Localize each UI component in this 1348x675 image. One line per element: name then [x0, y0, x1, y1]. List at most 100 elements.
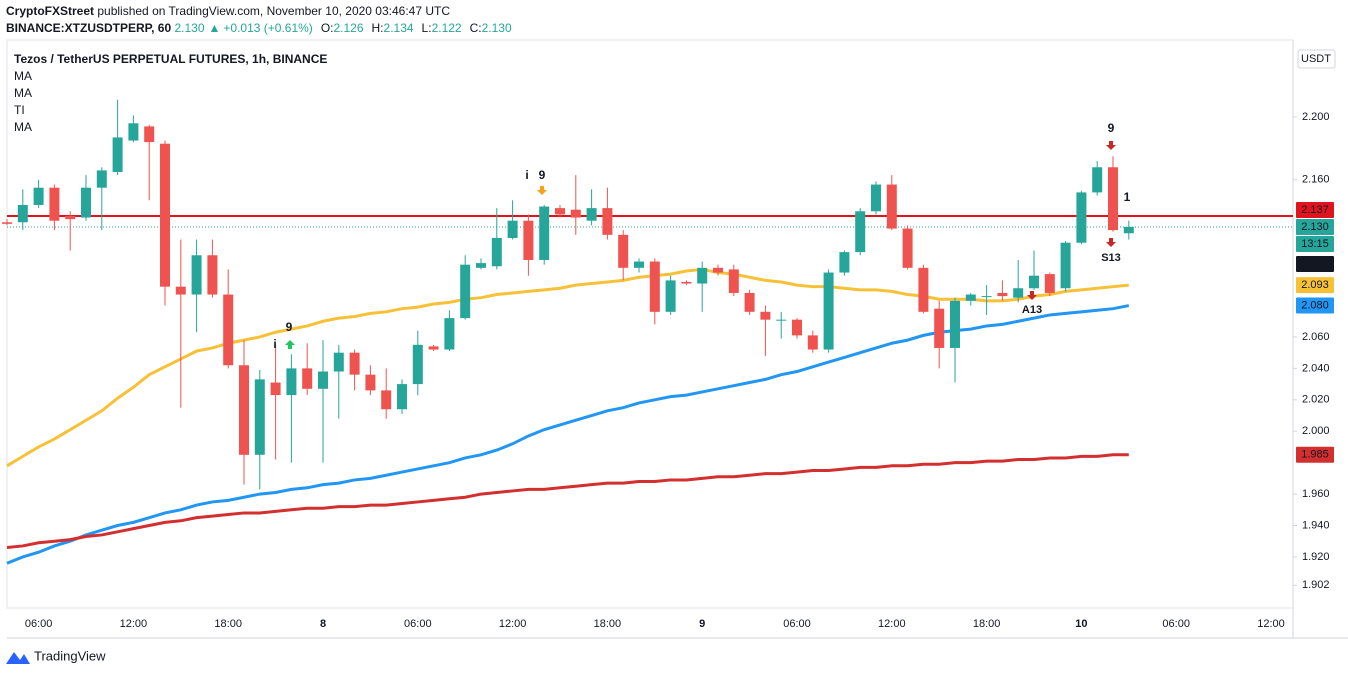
candle-body: [381, 390, 392, 410]
publish-line: CryptoFXStreet published on TradingView.…: [6, 4, 450, 18]
indicator-label: MA: [14, 69, 32, 83]
price-badge: 2.130: [1301, 221, 1329, 233]
indicator-label: TI: [14, 103, 25, 117]
footer-logo: TradingView: [6, 648, 106, 664]
signal-label: 9: [286, 320, 293, 334]
candle-body: [918, 267, 929, 312]
candle-body: [523, 220, 534, 260]
candle-body: [950, 300, 960, 348]
ohlc-value: 2.126: [333, 21, 363, 35]
signal-label: 9: [1108, 121, 1115, 135]
price-badge-bg: [1296, 218, 1334, 235]
candle-body: [444, 318, 455, 350]
signal-arrow: [285, 340, 295, 349]
candle-body: [1092, 167, 1103, 193]
x-tick-label: 18:00: [214, 618, 242, 630]
candle-body: [886, 184, 897, 229]
signal-arrow: [537, 186, 547, 195]
candle-body: [397, 384, 407, 410]
x-tick-label: 12:00: [878, 618, 906, 630]
x-tick-label: 8: [320, 618, 326, 630]
candle-body: [697, 267, 708, 284]
candle-body: [1076, 192, 1087, 243]
up-arrow: ▲: [209, 21, 221, 35]
candle-body: [460, 264, 471, 319]
candle-body: [539, 206, 550, 260]
candle-body: [49, 187, 60, 221]
signal-label: 1: [1124, 190, 1131, 204]
candle-body: [728, 269, 739, 293]
ohlc-value: 2.122: [432, 21, 462, 35]
candle-body: [491, 237, 502, 267]
signal-arrow: [1027, 291, 1037, 300]
candle-body: [81, 187, 91, 218]
candle-body: [1060, 242, 1071, 289]
ma-badge-bg: [1296, 297, 1334, 314]
candle-body: [555, 208, 565, 215]
y-tick-label: 2.020: [1302, 394, 1330, 406]
ohlc-value: 2.134: [384, 21, 414, 35]
x-tick-label: 06:00: [25, 618, 53, 630]
candle-body: [286, 368, 297, 396]
x-tick-label: 10: [1075, 618, 1087, 630]
candle-body: [17, 204, 28, 223]
candle-body: [1044, 274, 1055, 293]
x-tick-label: 18:00: [594, 618, 622, 630]
publisher: CryptoFXStreet: [6, 4, 94, 18]
countdown-badge-bg: [1296, 235, 1334, 252]
x-tick-label: 12:00: [1257, 618, 1285, 630]
logo-icon: [6, 652, 30, 664]
moving-average: [6, 267, 1129, 468]
change: +0.013 (+0.61%): [223, 21, 312, 35]
candle-body: [239, 365, 249, 455]
y-tick-label: 2.040: [1302, 362, 1330, 374]
candle-body: [776, 319, 787, 321]
candle-body: [112, 137, 123, 172]
candle-body: [128, 123, 139, 141]
y-tick-label: 2.000: [1302, 425, 1330, 437]
candle-body: [428, 346, 439, 350]
candle-body: [965, 294, 976, 301]
symbol: BINANCE:XTZUSDTPERP, 60: [6, 21, 171, 35]
level-badge: 2.137: [1301, 204, 1329, 216]
candle-body: [223, 294, 234, 366]
symbol-line: BINANCE:XTZUSDTPERP, 60 2.130 ▲ +0.013 (+0…: [6, 21, 512, 35]
ohlc-value: 2.130: [482, 21, 512, 35]
candle-body: [412, 344, 423, 385]
candle-body: [807, 335, 818, 350]
candle-body: [792, 319, 802, 336]
candle-body: [333, 352, 344, 372]
candle-body: [586, 208, 597, 221]
x-tick-label: 9: [699, 618, 705, 630]
currency-box: [1297, 49, 1336, 69]
x-tick-label: 06:00: [404, 618, 432, 630]
candle-body: [665, 280, 676, 312]
candle-body: [207, 255, 218, 295]
candle-body: [902, 228, 913, 268]
open-badge: 2.126: [1301, 258, 1329, 270]
ma-badge: 2.080: [1301, 299, 1329, 311]
signal-label: S13: [1101, 252, 1121, 264]
y-tick-label: 2.160: [1302, 174, 1330, 186]
published: published on TradingView.com, November 1…: [97, 4, 450, 18]
signal-label: A13: [1022, 304, 1042, 316]
countdown-badge: 13:15: [1301, 238, 1329, 250]
ma-badge-bg: [1296, 446, 1334, 463]
candle-body: [302, 368, 313, 389]
candle-body: [270, 382, 281, 396]
y-tick-label: 1.940: [1302, 519, 1330, 531]
x-tick-label: 12:00: [120, 618, 148, 630]
ma-badge: 1.985: [1301, 449, 1329, 461]
candle-body: [318, 371, 328, 389]
moving-average: [6, 453, 1129, 550]
level-badge-bg: [1296, 201, 1334, 218]
candle-body: [191, 255, 202, 295]
candle-body: [871, 184, 881, 212]
candle-body: [65, 215, 76, 220]
candle-body: [997, 292, 1008, 297]
ma-badge-bg: [1296, 277, 1334, 294]
candle-body: [2, 222, 12, 224]
y-tick-label: 1.960: [1302, 488, 1330, 500]
